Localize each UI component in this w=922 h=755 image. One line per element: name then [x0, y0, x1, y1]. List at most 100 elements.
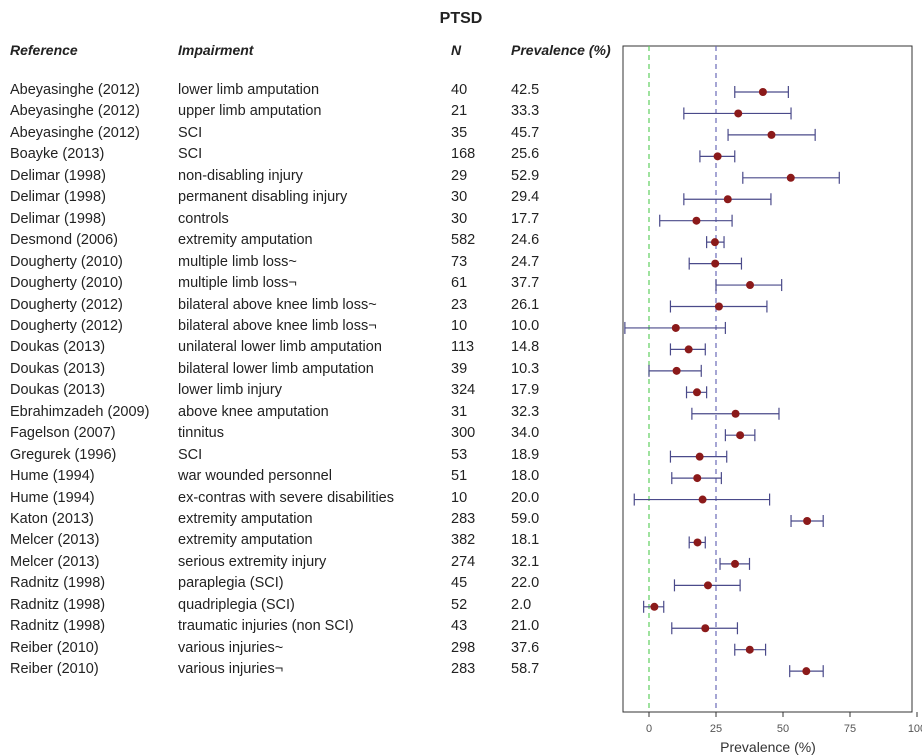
- reference-cell: Radnitz (1998): [10, 575, 106, 592]
- prevalence-cell: 14.8: [511, 339, 540, 356]
- reference-cell: Dougherty (2010): [10, 275, 123, 292]
- impairment-cell: bilateral above knee limb loss~: [178, 296, 377, 313]
- prevalence-cell: 25.6: [511, 146, 540, 163]
- n-cell: 45: [451, 575, 468, 592]
- reference-cell: Abeyasinghe (2012): [10, 124, 140, 141]
- impairment-cell: SCI: [178, 446, 203, 463]
- table-row: Dougherty (2012) bilateral above knee lim…: [0, 297, 620, 318]
- table-row: Hume (1994) war wounded personnel 51 18.0: [0, 468, 620, 489]
- estimate-point: [736, 431, 745, 440]
- impairment-cell: traumatic injuries (non SCI): [178, 618, 354, 635]
- table-row: Dougherty (2012) bilateral above knee lim…: [0, 318, 620, 339]
- estimate-point: [693, 538, 702, 547]
- n-cell: 582: [451, 232, 476, 249]
- prevalence-cell: 37.6: [511, 639, 540, 656]
- impairment-cell: SCI: [178, 124, 203, 141]
- reference-cell: Boayke (2013): [10, 146, 105, 163]
- prevalence-cell: 37.7: [511, 275, 540, 292]
- n-cell: 35: [451, 124, 468, 141]
- header-prevalence: Prevalence (%): [511, 42, 611, 58]
- reference-cell: Doukas (2013): [10, 382, 106, 399]
- table-row: Radnitz (1998) paraplegia (SCI) 45 22.0: [0, 575, 620, 596]
- prevalence-cell: 52.9: [511, 167, 540, 184]
- table-row: Fagelson (2007) tinnitus 300 34.0: [0, 425, 620, 446]
- n-cell: 51: [451, 468, 468, 485]
- n-cell: 31: [451, 403, 468, 420]
- prevalence-cell: 10.3: [511, 360, 540, 377]
- prevalence-cell: 34.0: [511, 425, 540, 442]
- impairment-cell: bilateral above knee limb loss¬: [178, 317, 377, 334]
- n-cell: 298: [451, 639, 476, 656]
- table-row: Melcer (2013) serious extremity injury 274…: [0, 554, 620, 575]
- table-row: Delimar (1998) non-disabling injury 29 52.9: [0, 168, 620, 189]
- prevalence-cell: 10.0: [511, 317, 540, 334]
- reference-cell: Hume (1994): [10, 489, 95, 506]
- table-row: Ebrahimzadeh (2009) above knee amputation…: [0, 404, 620, 425]
- impairment-cell: above knee amputation: [178, 403, 329, 420]
- impairment-cell: lower limb injury: [178, 382, 282, 399]
- estimate-point: [723, 195, 732, 204]
- chart-title: PTSD: [439, 10, 483, 27]
- table-row: Reiber (2010) various injuries~ 298 37.6: [0, 640, 620, 661]
- reference-cell: Melcer (2013): [10, 553, 100, 570]
- n-cell: 382: [451, 532, 476, 549]
- table-row: Reiber (2010) various injuries¬ 283 58.7: [0, 661, 620, 682]
- table-row: Abeyasinghe (2012) upper limb amputation 2…: [0, 103, 620, 124]
- estimate-point: [767, 130, 776, 139]
- impairment-cell: multiple limb loss¬: [178, 275, 297, 292]
- reference-cell: Gregurek (1996): [10, 446, 117, 463]
- prevalence-cell: 32.3: [511, 403, 540, 420]
- reference-cell: Delimar (1998): [10, 189, 106, 206]
- impairment-cell: bilateral lower limb amputation: [178, 360, 374, 377]
- n-cell: 73: [451, 253, 468, 270]
- x-tick-label: 25: [710, 723, 722, 735]
- prevalence-cell: 21.0: [511, 618, 540, 635]
- n-cell: 30: [451, 189, 468, 206]
- estimate-point: [802, 667, 811, 676]
- estimate-point: [693, 474, 702, 483]
- impairment-cell: various injuries~: [178, 639, 284, 656]
- table-row: Radnitz (1998) quadriplegia (SCI) 52 2.0: [0, 597, 620, 618]
- plot-frame: [622, 45, 913, 713]
- table-row: Delimar (1998) controls 30 17.7: [0, 211, 620, 232]
- table-row: Abeyasinghe (2012) lower limb amputation 4…: [0, 82, 620, 103]
- reference-cell: Katon (2013): [10, 511, 94, 527]
- table-row: Katon (2013) extremity amputation 283 59.0: [0, 511, 620, 532]
- n-cell: 23: [451, 296, 468, 313]
- prevalence-cell: 29.4: [511, 189, 540, 206]
- impairment-cell: controls: [178, 210, 229, 227]
- table-row: Dougherty (2010) multiple limb loss¬ 61 37.…: [0, 275, 620, 296]
- prevalence-cell: 58.7: [511, 661, 540, 678]
- n-cell: 300: [451, 425, 476, 442]
- n-cell: 29: [451, 167, 468, 184]
- impairment-cell: quadriplegia (SCI): [178, 596, 295, 613]
- estimate-point: [672, 366, 681, 375]
- estimate-point: [745, 645, 754, 654]
- prevalence-cell: 18.0: [511, 468, 540, 485]
- table-row: Doukas (2013) lower limb injury 324 17.9: [0, 382, 620, 403]
- reference-cell: Desmond (2006): [10, 232, 118, 249]
- x-axis-label: Prevalence (%): [720, 739, 816, 755]
- estimate-point: [711, 259, 720, 268]
- n-cell: 39: [451, 360, 468, 377]
- n-cell: 61: [451, 275, 468, 292]
- reference-cell: Reiber (2010): [10, 639, 99, 656]
- prevalence-cell: 17.9: [511, 382, 540, 399]
- impairment-cell: extremity amputation: [178, 532, 313, 549]
- estimate-point: [692, 388, 701, 397]
- impairment-cell: lower limb amputation: [178, 82, 320, 98]
- prevalence-cell: 45.7: [511, 124, 540, 141]
- reference-cell: Radnitz (1998): [10, 596, 106, 613]
- estimate-point: [758, 88, 767, 96]
- prevalence-cell: 20.0: [511, 489, 540, 506]
- n-cell: 113: [451, 339, 475, 356]
- n-cell: 168: [451, 146, 476, 163]
- impairment-cell: ex-contras with severe disabilities: [178, 489, 394, 506]
- impairment-cell: various injuries¬: [178, 661, 284, 678]
- estimate-point: [803, 517, 812, 525]
- n-cell: 52: [451, 596, 468, 613]
- prevalence-cell: 26.1: [511, 296, 540, 313]
- reference-cell: Doukas (2013): [10, 360, 106, 377]
- impairment-cell: extremity amputation: [178, 232, 313, 249]
